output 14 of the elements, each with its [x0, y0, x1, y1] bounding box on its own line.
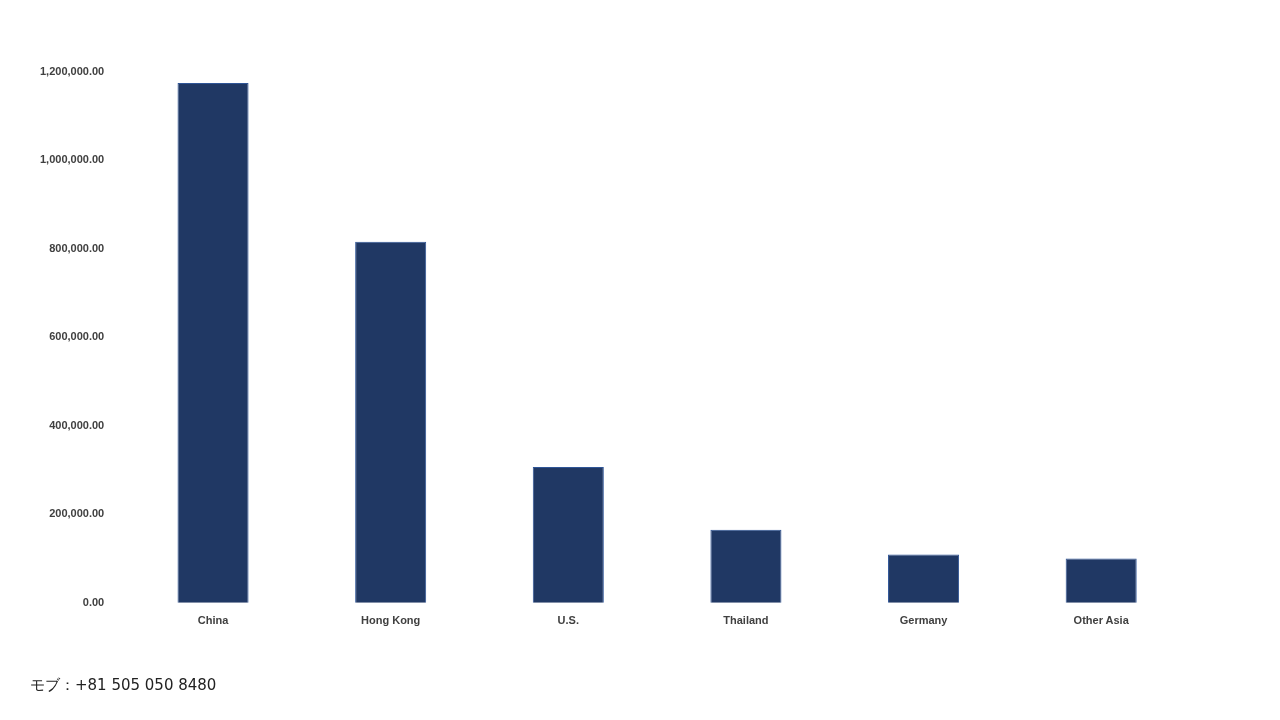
y-tick-label: 400,000.00	[49, 418, 105, 431]
text: モブ：+81 505 050 8480	[30, 676, 217, 695]
y-tick-label: 600,000.00	[49, 330, 105, 343]
x-tick-label: China	[197, 614, 230, 627]
y-tick-label: 0.00	[82, 595, 105, 608]
x-tick-label: Thailand	[723, 614, 769, 627]
y-tick-label: 1,000,000.00	[39, 153, 105, 166]
x-tick-label: Hong Kong	[361, 614, 421, 627]
y-tick-label: 200,000.00	[49, 507, 105, 520]
y-tick-label: 800,000.00	[49, 241, 105, 254]
y-tick-label: 1,200,000.00	[39, 65, 105, 78]
x-tick-label: U.S.	[557, 614, 579, 627]
x-tick-label: Germany	[899, 614, 949, 627]
x-tick-label: Other Asia	[1073, 614, 1130, 627]
